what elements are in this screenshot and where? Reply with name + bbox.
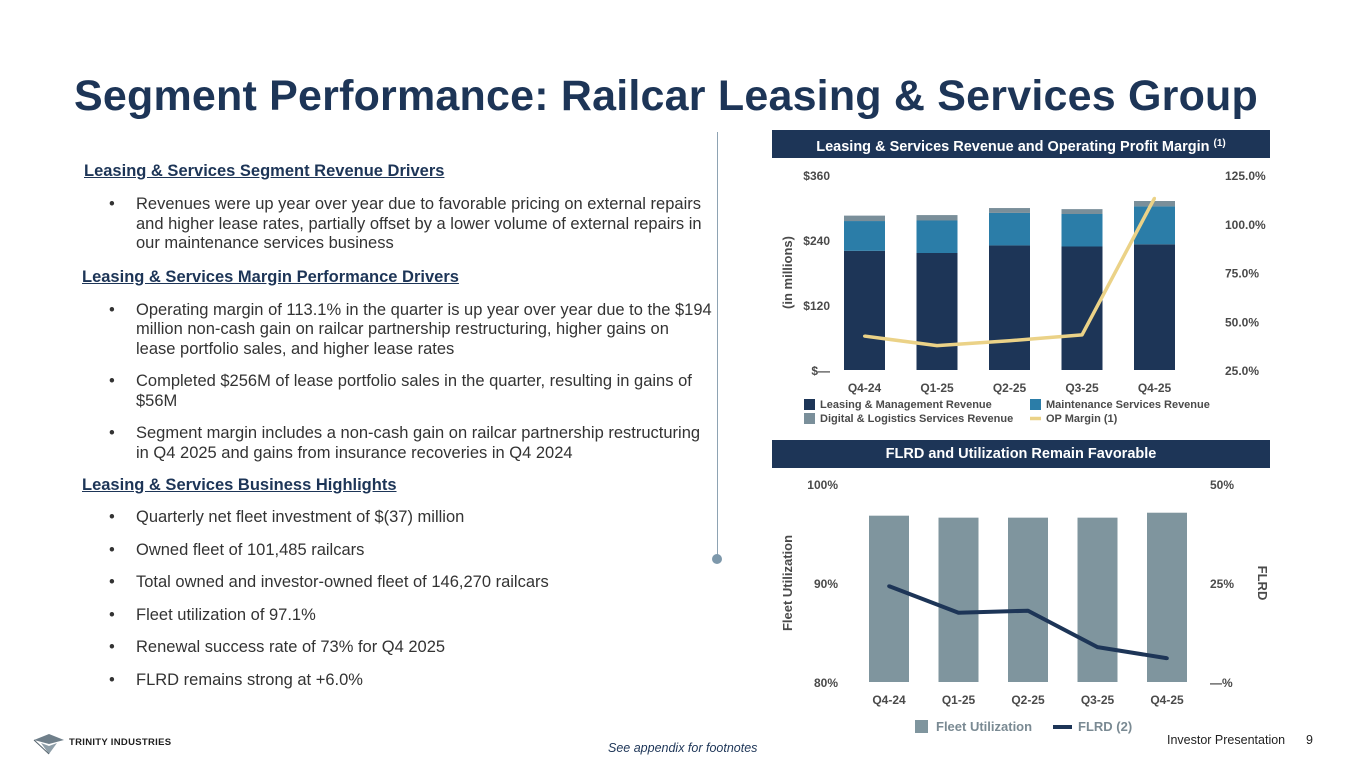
legend-swatch xyxy=(915,720,928,733)
y-tick-label: $360 xyxy=(803,169,830,183)
footer-label: Investor Presentation xyxy=(1167,733,1286,747)
legend-label: Digital & Logistics Services Revenue xyxy=(820,413,1013,425)
revenue-chart-title-footnote: (1) xyxy=(1213,138,1226,149)
bullet-list-revenue-drivers: Revenues were up year over year due to f… xyxy=(82,195,712,254)
y-tick-label: $— xyxy=(811,364,830,378)
flrd-chart-header: FLRD and Utilization Remain Favorable xyxy=(772,440,1270,468)
flrd-point xyxy=(1165,656,1169,661)
x-tick-label: Q2-25 xyxy=(1011,693,1045,707)
bullet-item: Completed $256M of lease portfolio sales… xyxy=(82,372,712,411)
legend-swatch xyxy=(804,413,815,424)
flrd-point xyxy=(956,610,961,615)
bar-segment xyxy=(989,245,1030,370)
revenue-margin-chart: $— $120 $240 $360 25.0% 50.0% 75.0% 100.0% 125.0… xyxy=(780,169,1266,425)
bar-segment xyxy=(916,253,958,370)
x-tick-label: Q4-25 xyxy=(1150,693,1184,707)
bar-segment xyxy=(1134,201,1175,207)
revenue-chart-header: Leasing & Services Revenue and Operating… xyxy=(772,130,1270,158)
left-text-panel: Leasing & Services Segment Revenue Drive… xyxy=(82,162,712,690)
section-heading-business-highlights: Leasing & Services Business Highlights xyxy=(82,476,397,494)
x-tick-label: Q3-25 xyxy=(1081,693,1115,707)
x-tick-label: Q2-25 xyxy=(993,381,1027,395)
y2-tick-label: 50.0% xyxy=(1225,315,1259,329)
legend-label: Leasing & Management Revenue xyxy=(820,399,992,411)
legend-label: Fleet Utilization xyxy=(936,719,1032,734)
bar-segment xyxy=(989,208,1030,213)
op-margin-point xyxy=(935,344,939,348)
revenue-chart-title: Leasing & Services Revenue and Operating… xyxy=(816,139,1210,155)
op-margin-point xyxy=(1008,339,1011,343)
utilization-bar xyxy=(938,517,979,682)
page-number: 9 xyxy=(1306,733,1313,747)
utilization-bar xyxy=(1077,517,1118,682)
bullet-list-margin-drivers: Operating margin of 113.1% in the quarte… xyxy=(82,301,712,464)
flrd-point xyxy=(887,584,891,588)
y2-tick-label: 50% xyxy=(1210,478,1234,492)
bar-segment xyxy=(844,215,885,222)
bullet-item: Revenues were up year over year due to f… xyxy=(82,195,712,254)
y-tick-label: 90% xyxy=(814,577,838,591)
logo-text: TRINITY INDUSTRIES xyxy=(69,737,172,748)
vertical-divider xyxy=(717,132,718,560)
y2-axis-label: FLRD xyxy=(1255,566,1270,601)
bullet-item: Quarterly net fleet investment of $(37) … xyxy=(82,508,712,528)
footnote: See appendix for footnotes xyxy=(608,741,758,755)
y2-tick-label: 25.0% xyxy=(1225,364,1259,378)
legend-label: OP Margin (1) xyxy=(1046,413,1118,425)
y-axis-label: (in millions) xyxy=(780,236,795,309)
utilization-bar xyxy=(1147,512,1187,682)
bullet-item: Owned fleet of 101,485 railcars xyxy=(82,541,712,561)
y-tick-label: 80% xyxy=(814,676,838,690)
section-heading-revenue-drivers: Leasing & Services Segment Revenue Drive… xyxy=(84,162,445,180)
bullet-item: Total owned and investor-owned fleet of … xyxy=(82,573,712,593)
utilization-bar xyxy=(1008,517,1048,682)
trinity-logo-icon xyxy=(33,734,64,755)
op-margin-point xyxy=(1080,333,1084,337)
legend-swatch xyxy=(804,399,815,410)
x-tick-label: Q4-25 xyxy=(1138,381,1172,395)
y-axis-label: Fleet Utilization xyxy=(780,535,795,631)
bar-segment xyxy=(916,220,958,253)
y2-tick-label: 100.0% xyxy=(1225,218,1266,232)
page-title: Segment Performance: Railcar Leasing & S… xyxy=(74,72,1258,120)
legend-label: Maintenance Services Revenue xyxy=(1046,399,1210,411)
bullet-item: Fleet utilization of 97.1% xyxy=(82,606,712,626)
bullet-item: Segment margin includes a non-cash gain … xyxy=(82,424,712,463)
bullet-item: FLRD remains strong at +6.0% xyxy=(82,671,712,691)
x-tick-label: Q1-25 xyxy=(920,381,954,395)
y-tick-label: $120 xyxy=(803,299,830,313)
legend-swatch xyxy=(1030,399,1041,410)
bar-segment xyxy=(916,215,958,221)
bar-segment xyxy=(844,221,885,251)
bar-segment xyxy=(1061,214,1103,247)
x-tick-label: Q4-24 xyxy=(872,693,906,707)
bar-segment xyxy=(1134,244,1175,370)
y-tick-label: 100% xyxy=(807,478,838,492)
op-margin-point xyxy=(1153,196,1156,200)
x-tick-label: Q4-24 xyxy=(848,381,882,395)
op-margin-point xyxy=(863,334,866,338)
bar-segment xyxy=(989,212,1030,246)
divider-dot xyxy=(712,554,722,564)
bullet-item: Operating margin of 113.1% in the quarte… xyxy=(82,301,712,360)
section-heading-margin-drivers: Leasing & Services Margin Performance Dr… xyxy=(82,267,459,286)
bar-segment xyxy=(1061,209,1103,214)
bullet-list-business-highlights: Quarterly net fleet investment of $(37) … xyxy=(82,508,712,690)
y2-tick-label: 125.0% xyxy=(1225,169,1266,183)
flrd-point xyxy=(1026,608,1030,613)
y2-tick-label: —% xyxy=(1210,676,1233,690)
y2-tick-label: 75.0% xyxy=(1225,267,1259,281)
legend-label: FLRD (2) xyxy=(1078,719,1132,734)
flrd-point xyxy=(1095,645,1100,649)
bullet-item: Renewal success rate of 73% for Q4 2025 xyxy=(82,638,712,658)
x-tick-label: Q3-25 xyxy=(1065,381,1099,395)
bar-segment xyxy=(844,250,885,370)
y-tick-label: $240 xyxy=(803,234,830,248)
utilization-bar xyxy=(869,515,909,682)
y2-tick-label: 25% xyxy=(1210,577,1234,591)
x-tick-label: Q1-25 xyxy=(942,693,976,707)
flrd-utilization-chart: 80% 90% 100% —% 25% 50% Fleet Utilization FLRD Q… xyxy=(780,478,1270,734)
